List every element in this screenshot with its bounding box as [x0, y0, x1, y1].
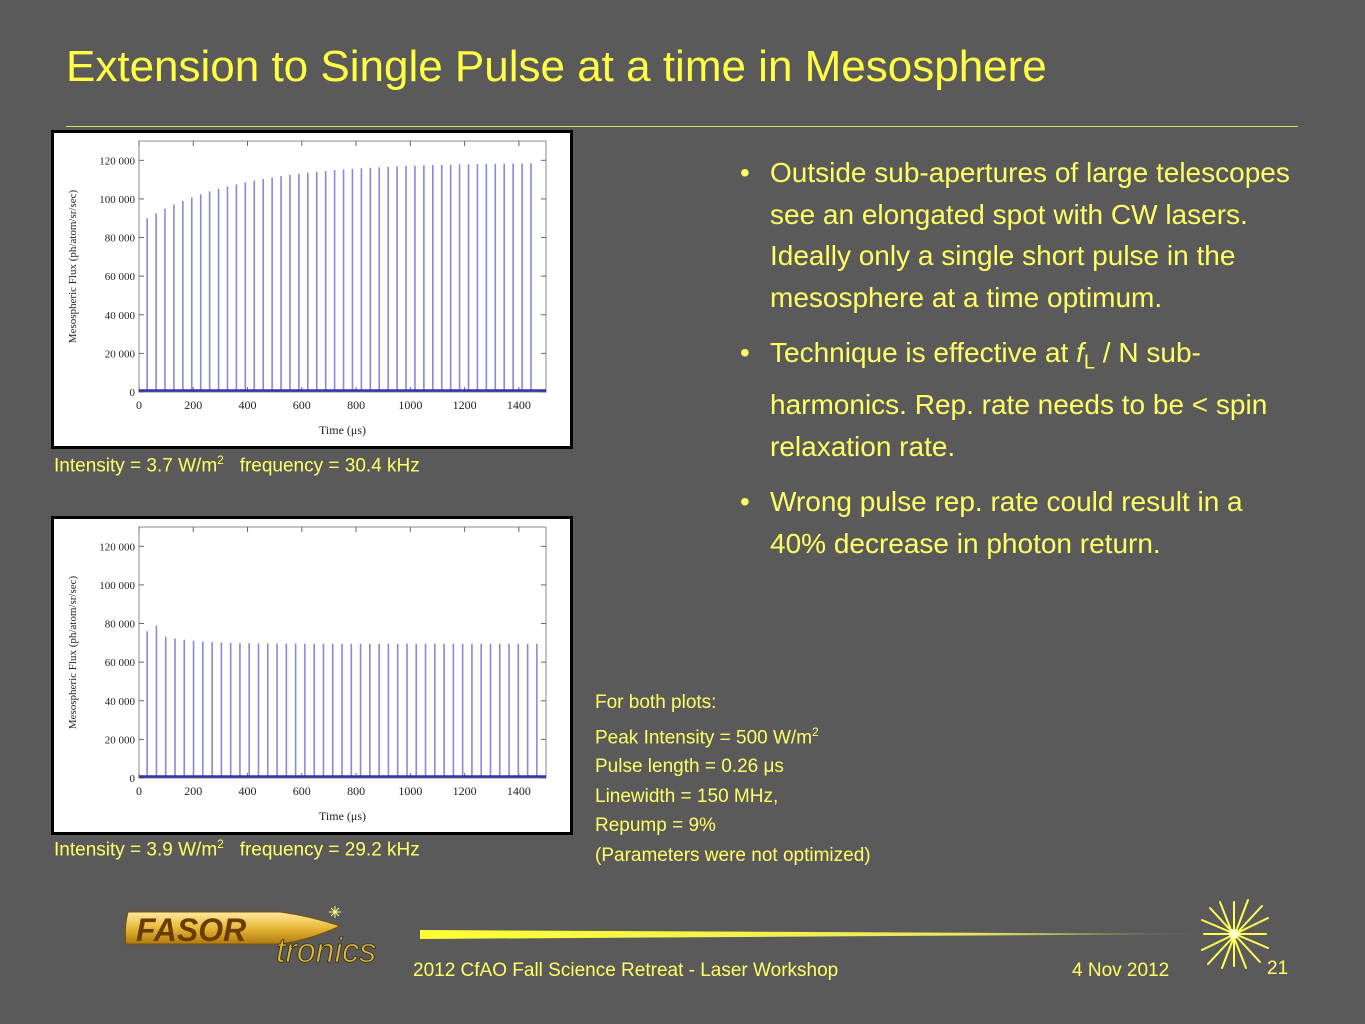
x-tick-label: 600	[293, 398, 311, 412]
plot-1-frame: 0 20 000 40 000 60 000 80 000 100 000 120 000 0…	[51, 130, 573, 449]
y-tick-label: 0	[130, 773, 136, 785]
params-note: (Parameters were not optimized)	[595, 844, 871, 866]
y-tick-label: 120 000	[99, 155, 135, 167]
plot-area	[138, 526, 547, 779]
x-tick-label: 1200	[453, 784, 477, 798]
bullet-glyph: •	[740, 157, 750, 188]
plot-1-intensity: Intensity = 3.7 W/m	[54, 455, 218, 477]
params-repump: Repump = 9%	[595, 815, 716, 837]
params-peak-intensity-text: Peak Intensity = 500 W/m	[595, 726, 813, 748]
x-tick-label: 400	[239, 784, 257, 798]
y-axis-label: Mesospheric Flux (ph/atom/sr/sec)	[67, 189, 79, 343]
y-tick-label: 20 000	[105, 348, 136, 360]
y-tick-label: 120 000	[99, 541, 135, 553]
parameters-note: For both plots: Peak Intensity = 500 W/m…	[595, 688, 871, 870]
title-divider	[66, 126, 1298, 127]
bullet-2-symbol: f	[1076, 337, 1084, 368]
x-tick-label: 1000	[398, 398, 422, 412]
plot-2-intensity: Intensity = 3.9 W/m	[54, 839, 218, 861]
params-peak-intensity-exponent: 2	[812, 724, 819, 739]
params-peak-intensity: Peak Intensity = 500 W/m2	[595, 718, 871, 753]
x-tick-label: 400	[239, 398, 257, 412]
bullet-list: • Outside sub-apertures of large telesco…	[740, 152, 1300, 578]
bullet-2-subscript: L	[1083, 351, 1096, 374]
x-tick-label: 800	[347, 784, 365, 798]
y-tick-label: 60 000	[105, 657, 136, 669]
params-pulse-length: Pulse length = 0.26 μs	[595, 756, 784, 778]
bullet-item-3: • Wrong pulse rep. rate could result in …	[740, 481, 1300, 564]
x-tick-label: 1200	[453, 398, 477, 412]
params-linewidth: Linewidth = 150 MHz,	[595, 785, 779, 807]
plot-1-intensity-exponent: 2	[217, 453, 224, 467]
x-tick-label: 200	[184, 398, 202, 412]
x-axis-label: Time (μs)	[319, 809, 366, 823]
y-tick-label: 0	[130, 387, 136, 399]
y-tick-label: 80 000	[105, 619, 136, 631]
logo-word-fasor: FASOR	[136, 912, 246, 948]
fasortronics-logo: FASOR tronics	[110, 900, 410, 970]
page-number: 21	[1267, 958, 1289, 979]
plot-2-frame: 0 20 000 40 000 60 000 80 000 100 000 120 000 0…	[51, 516, 573, 835]
footer-event: 2012 CfAO Fall Science Retreat - Laser W…	[413, 960, 839, 981]
footer-date: 4 Nov 2012	[1072, 960, 1170, 981]
bullet-item-2: • Technique is effective at fL / N sub-h…	[740, 332, 1300, 467]
y-axis-label: Mesospheric Flux (ph/atom/sr/sec)	[67, 575, 79, 729]
y-tick-label: 40 000	[105, 310, 136, 322]
plot-2-caption: Intensity = 3.9 W/m2 frequency = 29.2 kH…	[54, 837, 420, 861]
plot-2-frequency: frequency = 29.2 kHz	[239, 839, 420, 861]
logo-light-beam	[420, 930, 1210, 939]
bullet-3-text: Wrong pulse rep. rate could result in a …	[770, 486, 1243, 559]
plot-1: 0 20 000 40 000 60 000 80 000 100 000 120 000 0…	[67, 140, 547, 437]
slide-title: Extension to Single Pulse at a time in M…	[66, 42, 1047, 91]
bullet-2-text-end: / N sub-harmonics. Rep. rate needs to be…	[770, 337, 1268, 462]
x-tick-label: 0	[136, 398, 142, 412]
bullet-glyph: •	[740, 486, 750, 518]
x-tick-label: 200	[184, 784, 202, 798]
starburst-icon	[1201, 899, 1269, 969]
params-heading: For both plots:	[595, 692, 717, 713]
y-tick-label: 40 000	[105, 696, 136, 708]
plot-area	[138, 140, 547, 393]
plot-1-frequency: frequency = 30.4 kHz	[239, 455, 420, 477]
fasortronics-logo-graphic: FASOR tronics	[124, 906, 377, 970]
x-tick-label: 600	[293, 784, 311, 798]
x-tick-label: 800	[347, 398, 365, 412]
logo-word-tronics: tronics	[276, 932, 376, 970]
x-tick-label: 0	[136, 784, 142, 798]
y-tick-label: 20 000	[105, 734, 136, 746]
bullet-1-text: Outside sub-apertures of large telescope…	[770, 157, 1290, 313]
x-axis-label: Time (μs)	[319, 423, 366, 437]
y-tick-label: 100 000	[99, 580, 135, 592]
bullet-glyph: •	[740, 337, 750, 368]
plot-2-intensity-exponent: 2	[217, 837, 224, 851]
y-tick-label: 60 000	[105, 271, 136, 283]
x-tick-label: 1400	[507, 398, 531, 412]
bullet-2-text-start: Technique is effective at	[770, 337, 1077, 368]
x-tick-label: 1000	[398, 784, 422, 798]
bullet-item-1: • Outside sub-apertures of large telesco…	[740, 152, 1300, 318]
y-tick-label: 80 000	[105, 233, 136, 245]
plot-1-caption: Intensity = 3.7 W/m2 frequency = 30.4 kH…	[54, 453, 420, 477]
y-tick-label: 100 000	[99, 194, 135, 206]
plot-2: 0 20 000 40 000 60 000 80 000 100 000 120 000 0…	[67, 526, 547, 823]
x-tick-label: 1400	[507, 784, 531, 798]
